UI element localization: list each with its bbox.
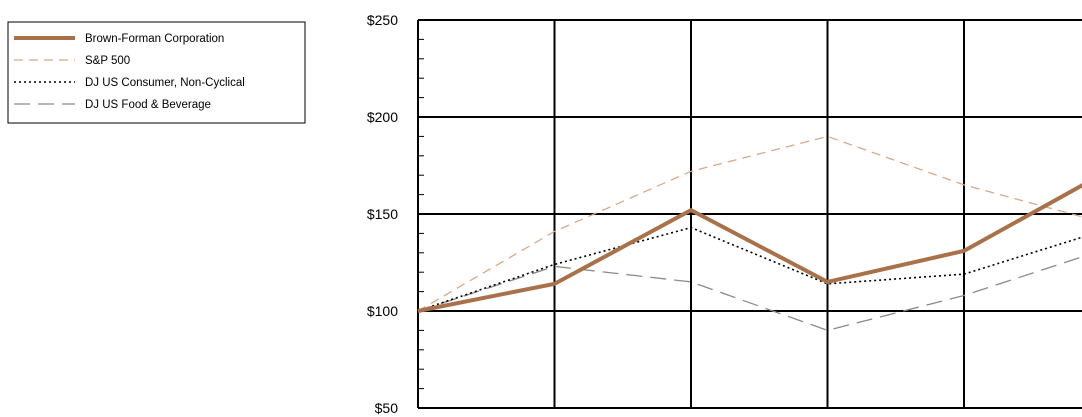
- y-axis: $250 $200 $150 $100 $50: [367, 12, 398, 416]
- y-tick-label: $250: [367, 12, 398, 28]
- y-tick-label: $50: [375, 400, 399, 416]
- y-tick-label: $100: [367, 303, 398, 319]
- series-line: [417, 226, 1082, 312]
- legend: Brown-Forman Corporation S&P 500 DJ US Con…: [7, 21, 306, 124]
- series-line: [417, 256, 1082, 332]
- y-tick-label: $200: [367, 109, 398, 125]
- y-tick-label: $150: [367, 206, 398, 222]
- legend-label: DJ US Consumer, Non-Cyclical: [85, 77, 245, 89]
- series-lines: [417, 135, 1082, 332]
- plot-grid: [417, 19, 1082, 409]
- legend-label: DJ US Food & Beverage: [85, 99, 211, 111]
- series-line: [417, 183, 1082, 313]
- legend-label: Brown-Forman Corporation: [85, 33, 224, 45]
- legend-label: S&P 500: [85, 55, 130, 67]
- series-line: [417, 135, 1082, 312]
